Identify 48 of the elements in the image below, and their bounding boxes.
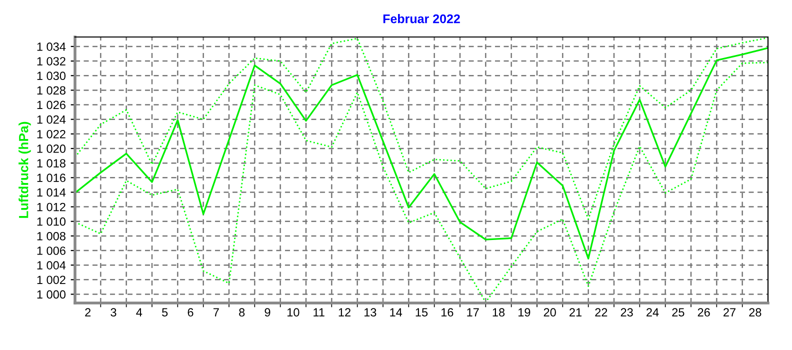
x-tick-label: 10 (288, 308, 300, 317)
chart-title: Februar 2022 (383, 14, 460, 24)
x-tick-label: 11 (314, 308, 324, 316)
x-tick-label: 9 (264, 308, 270, 317)
x-tick-label: 28 (749, 308, 762, 317)
y-tick-label: 1 002 (37, 276, 66, 284)
x-tick-label: 15 (416, 308, 428, 317)
y-tick-label: 1 008 (37, 232, 66, 240)
y-tick-label: 1 032 (37, 57, 66, 66)
x-tick-label: 27 (724, 308, 736, 316)
x-tick-label: 3 (110, 308, 116, 317)
x-tick-label: 5 (162, 308, 168, 317)
x-tick-label: 23 (620, 308, 633, 317)
y-tick-label: 1 030 (37, 72, 66, 80)
x-tick-label: 18 (492, 308, 505, 317)
x-tick-label: 14 (390, 308, 402, 316)
y-tick-label: 1 028 (37, 86, 66, 95)
x-tick-label: 24 (646, 308, 659, 316)
y-tick-label: 1 004 (37, 261, 66, 270)
x-tick-label: 12 (338, 308, 350, 316)
x-tick-label: 2 (85, 308, 91, 316)
y-tick-label: 1 024 (37, 115, 66, 124)
y-tick-label: 1 006 (37, 246, 66, 255)
y-tick-label: 1 020 (37, 144, 66, 153)
x-tick-label: 8 (239, 308, 245, 317)
x-tick-label: 13 (364, 308, 376, 317)
x-tick-label: 16 (442, 308, 454, 317)
x-tick-label: 17 (467, 308, 479, 316)
y-tick-label: 1 018 (37, 159, 66, 168)
x-tick-label: 6 (188, 308, 194, 317)
y-tick-label: 1 016 (37, 174, 66, 182)
x-tick-label: 7 (213, 308, 219, 316)
y-tick-label: 1 022 (37, 130, 66, 138)
y-tick-label: 1 034 (37, 42, 66, 51)
y-axis-title: Luftdruck (hPa) (18, 122, 31, 218)
x-tick-label: 22 (595, 308, 608, 316)
x-tick-label: 19 (518, 308, 530, 317)
y-tick-label: 1 000 (37, 290, 66, 299)
x-tick-label: 4 (136, 308, 142, 316)
x-tick-label: 20 (544, 308, 556, 317)
x-tick-label: 26 (698, 308, 710, 317)
y-tick-label: 1 026 (37, 100, 66, 110)
y-tick-label: 1 010 (37, 217, 66, 226)
x-tick-label: 21 (570, 308, 582, 316)
line-series (75, 47, 768, 260)
y-tick-label: 1 012 (37, 202, 66, 212)
y-tick-label: 1 014 (37, 188, 66, 197)
x-tick-label: 25 (672, 308, 684, 317)
